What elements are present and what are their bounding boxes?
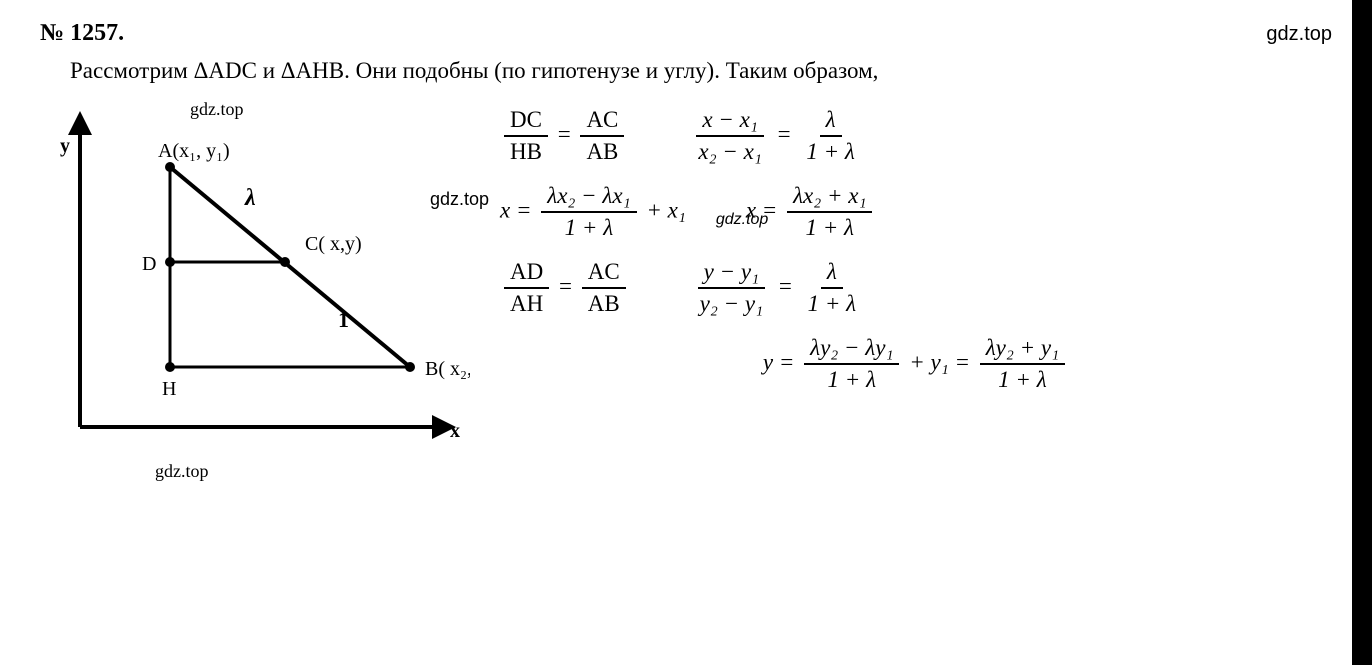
watermark-eq2b: gdz.top	[716, 211, 768, 229]
eq4: y = λy₂ − λy₁1 + λ + y₁ = λy₂ + y₁1 + λ	[763, 335, 1069, 393]
watermark-top: gdz.top	[1266, 23, 1332, 46]
eq-row-4: y = λy₂ − λy₁1 + λ + y₁ = λy₂ + y₁1 + λ	[500, 335, 1332, 393]
problem-number: № 1257.	[40, 20, 124, 47]
svg-text:D: D	[142, 253, 156, 275]
svg-text:gdz.top: gdz.top	[155, 461, 209, 481]
eq3-left: ADAH = ACAB	[500, 259, 630, 317]
svg-text:1: 1	[338, 307, 349, 332]
eq2-right: x = λx₂ + x₁1 + λ gdz.top	[746, 183, 877, 241]
svg-text:H: H	[162, 378, 176, 400]
svg-text:A(x₁, y₁): A(x₁, y₁)	[158, 140, 230, 162]
svg-text:gdz.top: gdz.top	[190, 99, 244, 119]
eq1-left: DCHB = ACAB	[500, 107, 628, 165]
eq3-right: y − y₁y₂ − y₁ = λ1 + λ	[690, 259, 866, 317]
eq-row-1: DCHB = ACAB x − x₁x₂ − x₁ = λ1 + λ	[500, 107, 1332, 165]
eq-row-2: gdz.top x = λx₂ − λx₁1 + λ + x₁ x = λx₂ …	[500, 183, 1332, 241]
diagram-svg: A(x₁, y₁) D C( x,y) H B( x₂, y₂) λ 1 x y gdz.top g…	[40, 97, 470, 487]
eq1-right: x − x₁x₂ − x₁ = λ1 + λ	[688, 107, 864, 165]
watermark-eq2: gdz.top	[430, 189, 489, 210]
intro-text: Рассмотрим ΔADC и ΔAHB. Они подобны (по …	[40, 55, 1332, 87]
svg-text:λ: λ	[244, 185, 256, 211]
svg-text:C( x,y): C( x,y)	[305, 233, 362, 255]
svg-text:x: x	[450, 420, 460, 442]
page-edge	[1352, 0, 1372, 665]
svg-text:y: y	[60, 135, 70, 157]
equations: DCHB = ACAB x − x₁x₂ − x₁ = λ1 + λ gdz.t…	[500, 97, 1332, 411]
svg-text:B( x₂, y₂): B( x₂, y₂)	[425, 358, 470, 380]
eq2-left: x = λx₂ − λx₁1 + λ + x₁	[500, 183, 686, 241]
diagram: A(x₁, y₁) D C( x,y) H B( x₂, y₂) λ 1 x y gdz.top g…	[40, 97, 470, 493]
eq-row-3: ADAH = ACAB y − y₁y₂ − y₁ = λ1 + λ	[500, 259, 1332, 317]
